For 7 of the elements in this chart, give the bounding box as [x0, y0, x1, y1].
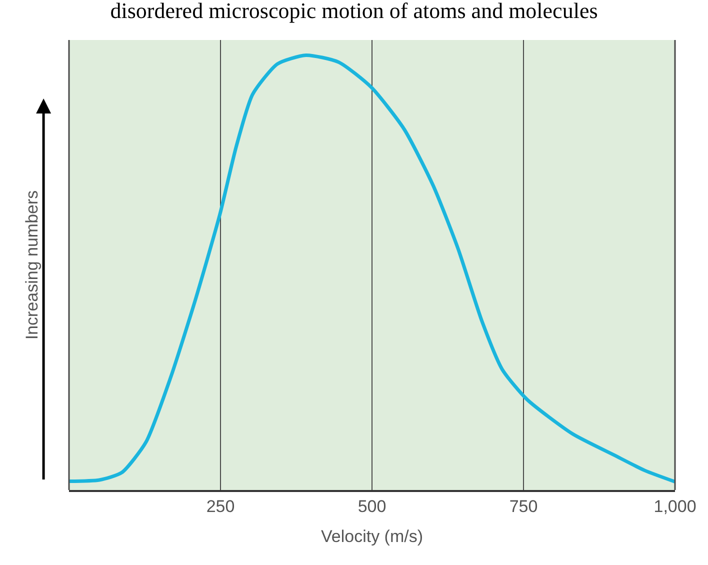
- x-tick-label: 250: [206, 497, 235, 516]
- y-axis-title: Increasing numbers: [22, 190, 42, 340]
- x-tick-label: 500: [358, 497, 386, 516]
- x-axis-title: Velocity (m/s): [320, 527, 424, 546]
- chart-title: disordered microscopic motion of atoms and molecules: [110, 0, 598, 24]
- x-tick-label: 750: [509, 497, 538, 516]
- x-tick-label: 1,000: [654, 497, 696, 516]
